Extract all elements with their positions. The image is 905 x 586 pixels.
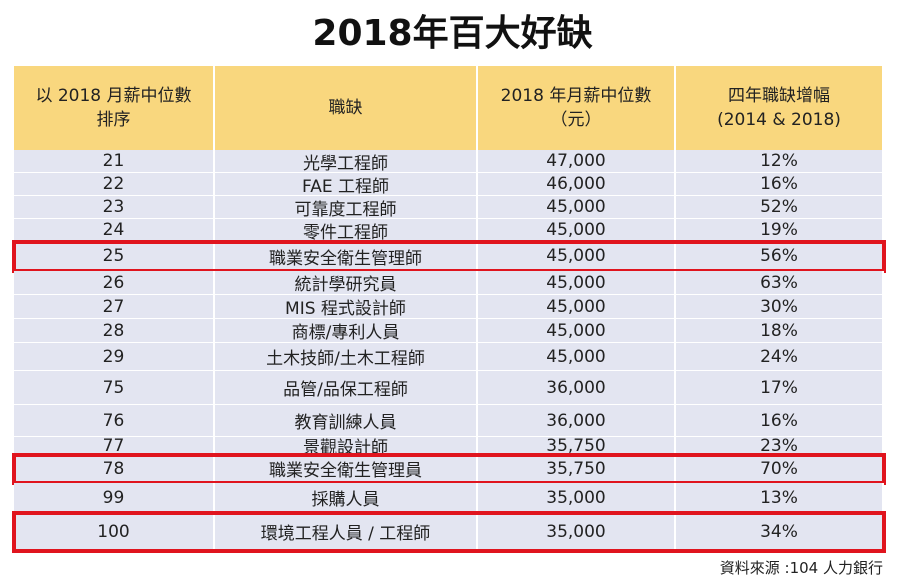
table-cell: 46,000 — [478, 173, 676, 196]
table-cell: 品管/品保工程師 — [215, 371, 478, 405]
table-cell: 13% — [676, 483, 884, 513]
table-cell: 商標/專利人員 — [215, 319, 478, 343]
highlight-box — [12, 240, 886, 273]
table-cell: 45,000 — [478, 196, 676, 219]
table-cell: 職業安全衛生管理師 — [215, 242, 478, 271]
table-cell: 35,000 — [478, 483, 676, 513]
table-cell: 職業安全衛生管理員 — [215, 455, 478, 483]
table-cell: 統計學研究員 — [215, 271, 478, 295]
table-cell: 21 — [14, 150, 215, 173]
table-cell: 35,750 — [478, 455, 676, 483]
table-cell: 採購人員 — [215, 483, 478, 513]
table-cell: 99 — [14, 483, 215, 513]
table-cell: 45,000 — [478, 343, 676, 371]
table-cell: 45,000 — [478, 295, 676, 319]
table-cell: 25 — [14, 242, 215, 271]
table-cell: MIS 程式設計師 — [215, 295, 478, 319]
table-cell: FAE 工程師 — [215, 173, 478, 197]
title: 2018年百大好缺 — [312, 13, 593, 54]
table-cell: 45,000 — [478, 271, 676, 295]
table-cell: 52% — [676, 196, 884, 219]
table-cell: 24% — [676, 343, 884, 371]
table-cell: 19% — [676, 219, 884, 242]
table-cell: 47,000 — [478, 150, 676, 173]
table-cell: 28 — [14, 319, 215, 343]
table-cell: 36,000 — [478, 405, 676, 437]
table-cell: 教育訓練人員 — [215, 405, 478, 437]
highlight-box — [12, 511, 886, 553]
table-cell: 環境工程人員 / 工程師 — [215, 513, 478, 551]
source: 資料來源 :104 人力銀行 — [719, 559, 883, 577]
table-cell: 29 — [14, 343, 215, 371]
header-cell: 2018 年月薪中位數 （元） — [478, 66, 676, 150]
table-cell: 27 — [14, 295, 215, 319]
table-cell: 12% — [676, 150, 884, 173]
table-cell: 76 — [14, 405, 215, 437]
table-cell: 17% — [676, 371, 884, 405]
table-cell: 26 — [14, 271, 215, 295]
highlight-box — [12, 453, 886, 485]
table-cell: 零件工程師 — [215, 219, 478, 243]
table-cell: 45,000 — [478, 219, 676, 242]
table-cell: 45,000 — [478, 242, 676, 271]
table-cell: 35,000 — [478, 513, 676, 551]
table-cell: 34% — [676, 513, 884, 551]
header-cell: 四年職缺增幅 (2014 & 2018) — [676, 66, 884, 150]
table-cell: 24 — [14, 219, 215, 242]
table-cell: 36,000 — [478, 371, 676, 405]
table-cell: 30% — [676, 295, 884, 319]
table-cell: 16% — [676, 173, 884, 196]
table-cell: 23 — [14, 196, 215, 219]
table-cell: 75 — [14, 371, 215, 405]
table-cell: 光學工程師 — [215, 150, 478, 174]
header-cell: 以 2018 月薪中位數 排序 — [14, 66, 215, 150]
table-cell: 16% — [676, 405, 884, 437]
table-cell: 100 — [14, 513, 215, 551]
table-cell: 63% — [676, 271, 884, 295]
table-cell: 可靠度工程師 — [215, 196, 478, 220]
table-cell: 78 — [14, 455, 215, 483]
table-cell: 70% — [676, 455, 884, 483]
table-cell: 土木技師/土木工程師 — [215, 343, 478, 371]
header-cell: 職缺 — [215, 66, 478, 150]
table-cell: 22 — [14, 173, 215, 196]
table-cell: 45,000 — [478, 319, 676, 343]
table-cell: 56% — [676, 242, 884, 271]
table-cell: 18% — [676, 319, 884, 343]
